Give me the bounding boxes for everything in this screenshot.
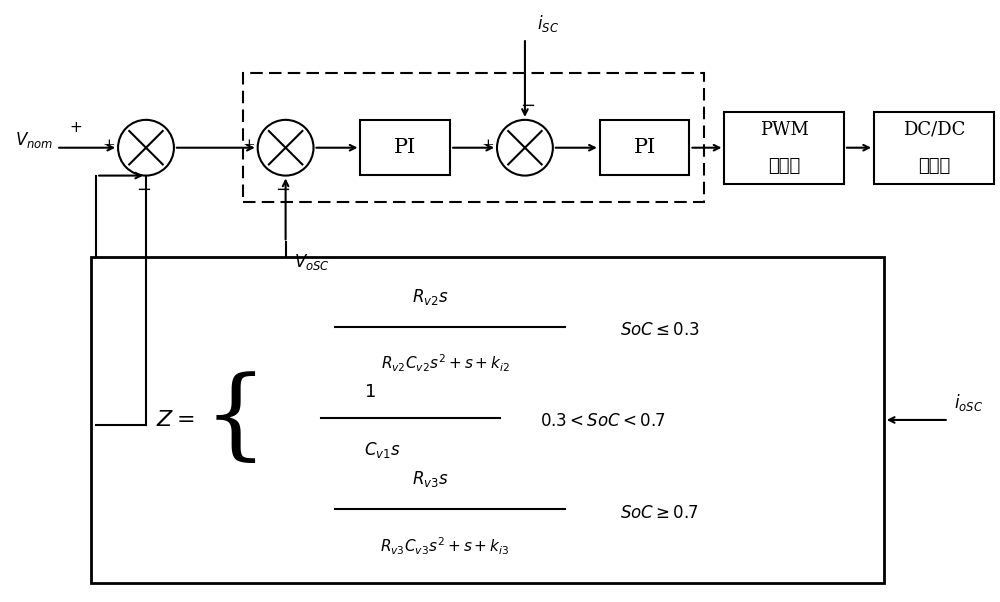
Text: $SoC\geq 0.7$: $SoC\geq 0.7$ <box>620 504 698 521</box>
Text: PI: PI <box>633 138 656 157</box>
Bar <box>360 120 450 175</box>
Text: PI: PI <box>394 138 416 157</box>
Text: $R_{v3}C_{v3}s^2+s+k_{i3}$: $R_{v3}C_{v3}s^2+s+k_{i3}$ <box>380 535 510 557</box>
Bar <box>91 257 884 583</box>
Text: $i_{SC}$: $i_{SC}$ <box>537 13 559 34</box>
Text: −: − <box>136 181 151 199</box>
Text: $1$: $1$ <box>364 383 376 401</box>
Text: {: { <box>204 372 268 468</box>
Text: 发生器: 发生器 <box>768 157 800 175</box>
Text: $R_{v3}s$: $R_{v3}s$ <box>412 469 449 489</box>
Text: $V_{oSC}$: $V_{oSC}$ <box>294 252 330 272</box>
Text: $Z=$: $Z=$ <box>156 409 194 431</box>
Text: $SoC\leq 0.3$: $SoC\leq 0.3$ <box>620 322 700 340</box>
Bar <box>874 112 994 184</box>
Text: DC/DC: DC/DC <box>903 121 965 139</box>
Text: $C_{v1}s$: $C_{v1}s$ <box>364 440 401 460</box>
Text: $R_{v2}s$: $R_{v2}s$ <box>412 287 449 307</box>
Text: +: + <box>242 138 255 152</box>
Text: $V_{nom}$: $V_{nom}$ <box>15 130 53 150</box>
Text: $i_{oSC}$: $i_{oSC}$ <box>954 391 983 412</box>
Text: −: − <box>275 181 290 199</box>
Text: $0.3<SoC<0.7$: $0.3<SoC<0.7$ <box>540 414 665 430</box>
Text: +: + <box>481 138 494 152</box>
Bar <box>243 73 704 202</box>
Text: +: + <box>102 138 115 152</box>
Text: −: − <box>520 97 535 115</box>
Text: 变换器: 变换器 <box>918 157 950 175</box>
Bar <box>724 112 844 184</box>
Text: PWM: PWM <box>760 121 809 139</box>
Text: $R_{v2}C_{v2}s^2+s+k_{i2}$: $R_{v2}C_{v2}s^2+s+k_{i2}$ <box>381 353 510 374</box>
Text: +: + <box>70 120 83 135</box>
Bar <box>600 120 689 175</box>
